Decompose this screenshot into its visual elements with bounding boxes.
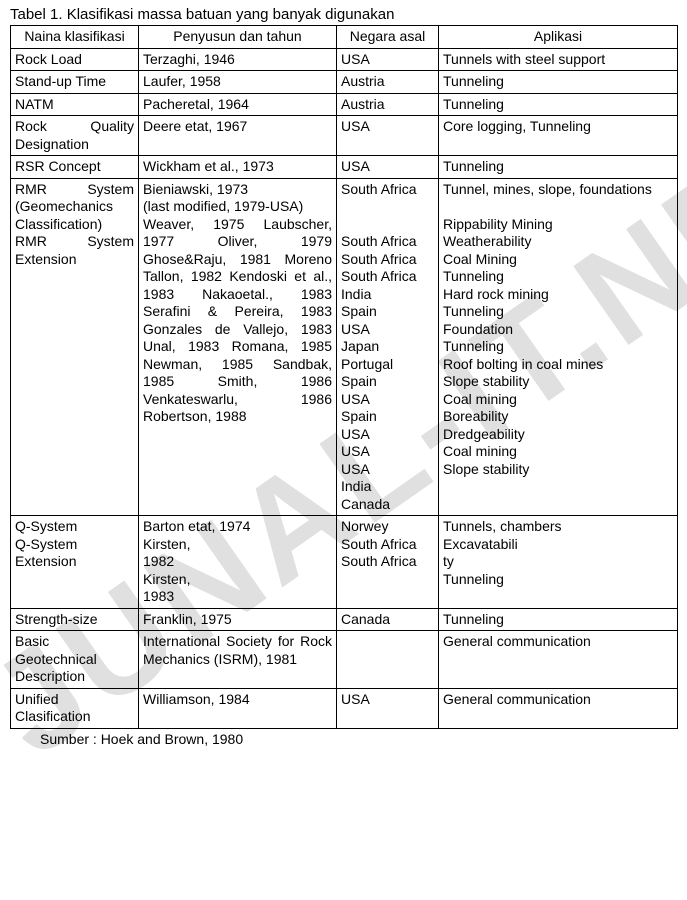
cell-c4: Tunneling <box>439 608 678 631</box>
header-country: Negara asal <box>337 26 439 49</box>
cell-c4: Tunnel, mines, slope, foundations Rippab… <box>439 178 678 516</box>
cell-c2: Wickham et al., 1973 <box>139 156 337 179</box>
cell-c4: Tunneling <box>439 156 678 179</box>
cell-c4: Tunnels with steel support <box>439 48 678 71</box>
cell-c2: Bieniawski, 1973 (last modified, 1979-US… <box>139 178 337 516</box>
cell-c3: Austria <box>337 71 439 94</box>
cell-c1: RSR Concept <box>11 156 139 179</box>
cell-c2: Barton etat, 1974 Kirsten, 1982 Kirsten,… <box>139 516 337 609</box>
cell-c1: Stand-up Time <box>11 71 139 94</box>
cell-c2: Williamson, 1984 <box>139 688 337 728</box>
cell-c2: International Society for Rock Mechanics… <box>139 631 337 689</box>
cell-c4: Tunneling <box>439 93 678 116</box>
cell-c1: RMR System (Geomechanics Classification)… <box>11 178 139 516</box>
table-row: Rock Quality DesignationDeere etat, 1967… <box>11 116 678 156</box>
cell-c1: NATM <box>11 93 139 116</box>
cell-c2: Terzaghi, 1946 <box>139 48 337 71</box>
cell-c2: Pacheretal, 1964 <box>139 93 337 116</box>
cell-c2: Deere etat, 1967 <box>139 116 337 156</box>
cell-c3 <box>337 631 439 689</box>
table-caption: Tabel 1. Klasifikasi massa batuan yang b… <box>0 0 687 25</box>
header-author: Penyusun dan tahun <box>139 26 337 49</box>
cell-c1: Unified Clasification <box>11 688 139 728</box>
cell-c3: Austria <box>337 93 439 116</box>
cell-c2: Laufer, 1958 <box>139 71 337 94</box>
cell-c4: Tunneling <box>439 71 678 94</box>
header-name: Naina klasifikasi <box>11 26 139 49</box>
table-header-row: Naina klasifikasi Penyusun dan tahun Neg… <box>11 26 678 49</box>
table-source: Sumber : Hoek and Brown, 1980 <box>0 729 687 751</box>
table-row: Q-System Q-System ExtensionBarton etat, … <box>11 516 678 609</box>
cell-c4: Core logging, Tunneling <box>439 116 678 156</box>
table-row: Stand-up TimeLaufer, 1958AustriaTunnelin… <box>11 71 678 94</box>
cell-c3: Norwey South Africa South Africa <box>337 516 439 609</box>
cell-c3: Canada <box>337 608 439 631</box>
table-row: Strength-sizeFranklin, 1975CanadaTunneli… <box>11 608 678 631</box>
classification-table: Naina klasifikasi Penyusun dan tahun Neg… <box>10 25 678 729</box>
table-row: RSR ConceptWickham et al., 1973USATunnel… <box>11 156 678 179</box>
cell-c3: USA <box>337 116 439 156</box>
table-row: RMR System (Geomechanics Classification)… <box>11 178 678 516</box>
cell-c4: General communication <box>439 631 678 689</box>
table-row: Basic Geotechnical DescriptionInternatio… <box>11 631 678 689</box>
table-row: NATMPacheretal, 1964AustriaTunneling <box>11 93 678 116</box>
cell-c4: Tunnels, chambers Excavatabili ty Tunnel… <box>439 516 678 609</box>
cell-c2: Franklin, 1975 <box>139 608 337 631</box>
cell-c3: USA <box>337 688 439 728</box>
table-row: Rock LoadTerzaghi, 1946USATunnels with s… <box>11 48 678 71</box>
cell-c1: Rock Quality Designation <box>11 116 139 156</box>
cell-c4: General communication <box>439 688 678 728</box>
cell-c1: Basic Geotechnical Description <box>11 631 139 689</box>
cell-c1: Strength-size <box>11 608 139 631</box>
header-app: Aplikasi <box>439 26 678 49</box>
table-row: Unified ClasificationWilliamson, 1984USA… <box>11 688 678 728</box>
cell-c3: USA <box>337 156 439 179</box>
cell-c1: Q-System Q-System Extension <box>11 516 139 609</box>
cell-c3: South Africa South Africa South Africa S… <box>337 178 439 516</box>
cell-c1: Rock Load <box>11 48 139 71</box>
cell-c3: USA <box>337 48 439 71</box>
